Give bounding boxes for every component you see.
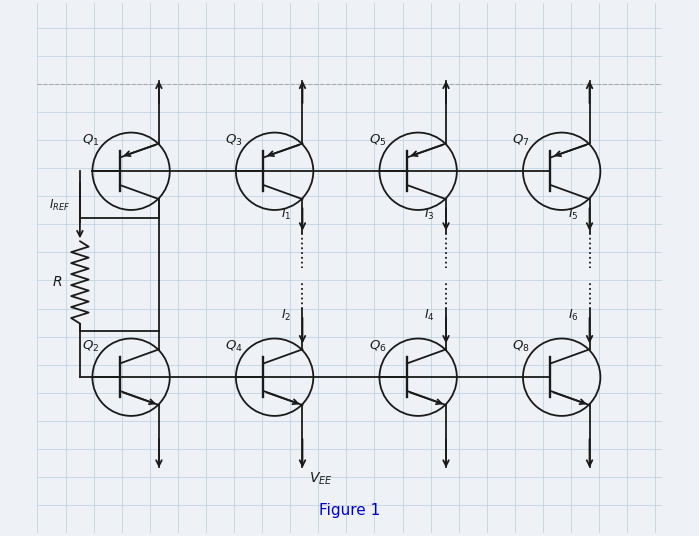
Text: $I_1$: $I_1$ [281, 207, 291, 222]
Text: $Q_6$: $Q_6$ [368, 339, 387, 354]
Text: $I_{REF}$: $I_{REF}$ [50, 198, 71, 213]
Text: $R$: $R$ [52, 276, 62, 289]
Text: $V_{EE}$: $V_{EE}$ [310, 471, 333, 487]
Text: $I_4$: $I_4$ [424, 308, 435, 323]
Text: $Q_3$: $Q_3$ [225, 133, 243, 148]
Text: $Q_5$: $Q_5$ [369, 133, 387, 148]
Text: $Q_7$: $Q_7$ [512, 133, 530, 148]
Text: $Q_8$: $Q_8$ [512, 339, 530, 354]
Text: $Q_1$: $Q_1$ [82, 133, 99, 148]
Text: $I_2$: $I_2$ [281, 308, 291, 323]
Text: $I_6$: $I_6$ [568, 308, 578, 323]
Text: $I_5$: $I_5$ [568, 207, 578, 222]
Text: $Q_4$: $Q_4$ [225, 339, 243, 354]
Text: $Q_2$: $Q_2$ [82, 339, 99, 354]
Text: Figure 1: Figure 1 [319, 503, 380, 518]
Text: $I_3$: $I_3$ [424, 207, 435, 222]
